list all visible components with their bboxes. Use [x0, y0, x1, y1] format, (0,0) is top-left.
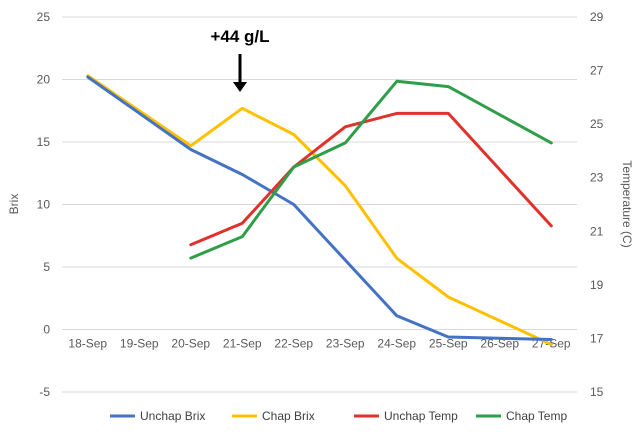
x-axis-ticks: 18-Sep 19-Sep 20-Sep 21-Sep 22-Sep 23-Sep 24-S… [68, 337, 571, 351]
left-axis-ticks: -5 0 5 10 15 20 25 [37, 10, 51, 399]
annotation: +44 g/L [210, 27, 270, 92]
y2-tick-label: 21 [590, 224, 604, 238]
right-axis-ticks: 15 17 19 21 23 25 27 29 [590, 10, 604, 399]
y-tick-label: -5 [39, 385, 50, 399]
gridlines [62, 16, 577, 393]
series-lines [86, 74, 553, 346]
x-tick-label: 19-Sep [120, 337, 159, 351]
x-tick-label: 20-Sep [171, 337, 210, 351]
x-tick-label: 21-Sep [223, 337, 262, 351]
x-tick-label: 22-Sep [274, 337, 313, 351]
y2-tick-label: 17 [590, 331, 604, 345]
series-line-chap-temp [189, 79, 553, 260]
x-tick-label: 23-Sep [326, 337, 365, 351]
y-tick-label: 10 [37, 198, 51, 212]
series-line-unchap-temp [189, 111, 553, 247]
x-tick-label: 24-Sep [377, 337, 416, 351]
legend-label-unchap-temp: Unchap Temp [384, 409, 458, 423]
x-tick-label: 18-Sep [68, 337, 107, 351]
series-line-chap-brix [86, 74, 553, 346]
y2-tick-label: 15 [590, 385, 604, 399]
y-tick-label: 15 [37, 135, 51, 149]
y-tick-label: 0 [43, 323, 50, 337]
series-line-unchap-brix [86, 75, 553, 341]
y-tick-label: 20 [37, 73, 51, 87]
y2-tick-label: 23 [590, 171, 604, 185]
y-tick-label: 5 [43, 260, 50, 274]
y2-tick-label: 29 [590, 10, 604, 24]
y2-axis-title: Temperature (C) [620, 160, 634, 247]
legend: Unchap Brix Chap Brix Unchap Temp Chap Temp [110, 409, 567, 423]
y2-tick-label: 27 [590, 64, 604, 78]
x-tick-label: 25-Sep [429, 337, 468, 351]
y2-tick-label: 19 [590, 278, 604, 292]
y-tick-label: 25 [37, 10, 51, 24]
legend-label-chap-brix: Chap Brix [262, 409, 315, 423]
legend-label-chap-temp: Chap Temp [506, 409, 567, 423]
y-axis-title: Brix [7, 194, 21, 215]
x-tick-label: 26-Sep [480, 337, 519, 351]
y2-tick-label: 25 [590, 117, 604, 131]
annotation-arrow-head [233, 82, 247, 92]
legend-label-unchap-brix: Unchap Brix [140, 409, 205, 423]
annotation-label: +44 g/L [210, 27, 269, 46]
